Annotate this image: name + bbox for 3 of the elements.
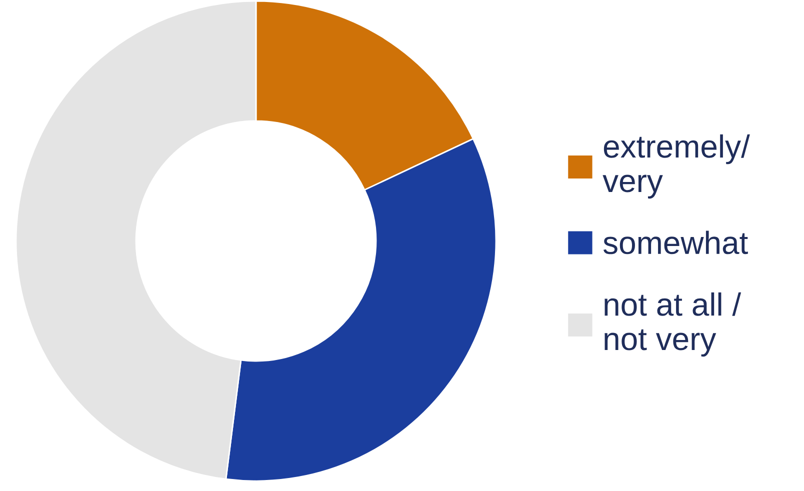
legend-label: extremely/ very — [602, 134, 750, 199]
legend-label: somewhat — [603, 230, 748, 254]
legend-label: not at all / not very — [604, 292, 742, 357]
